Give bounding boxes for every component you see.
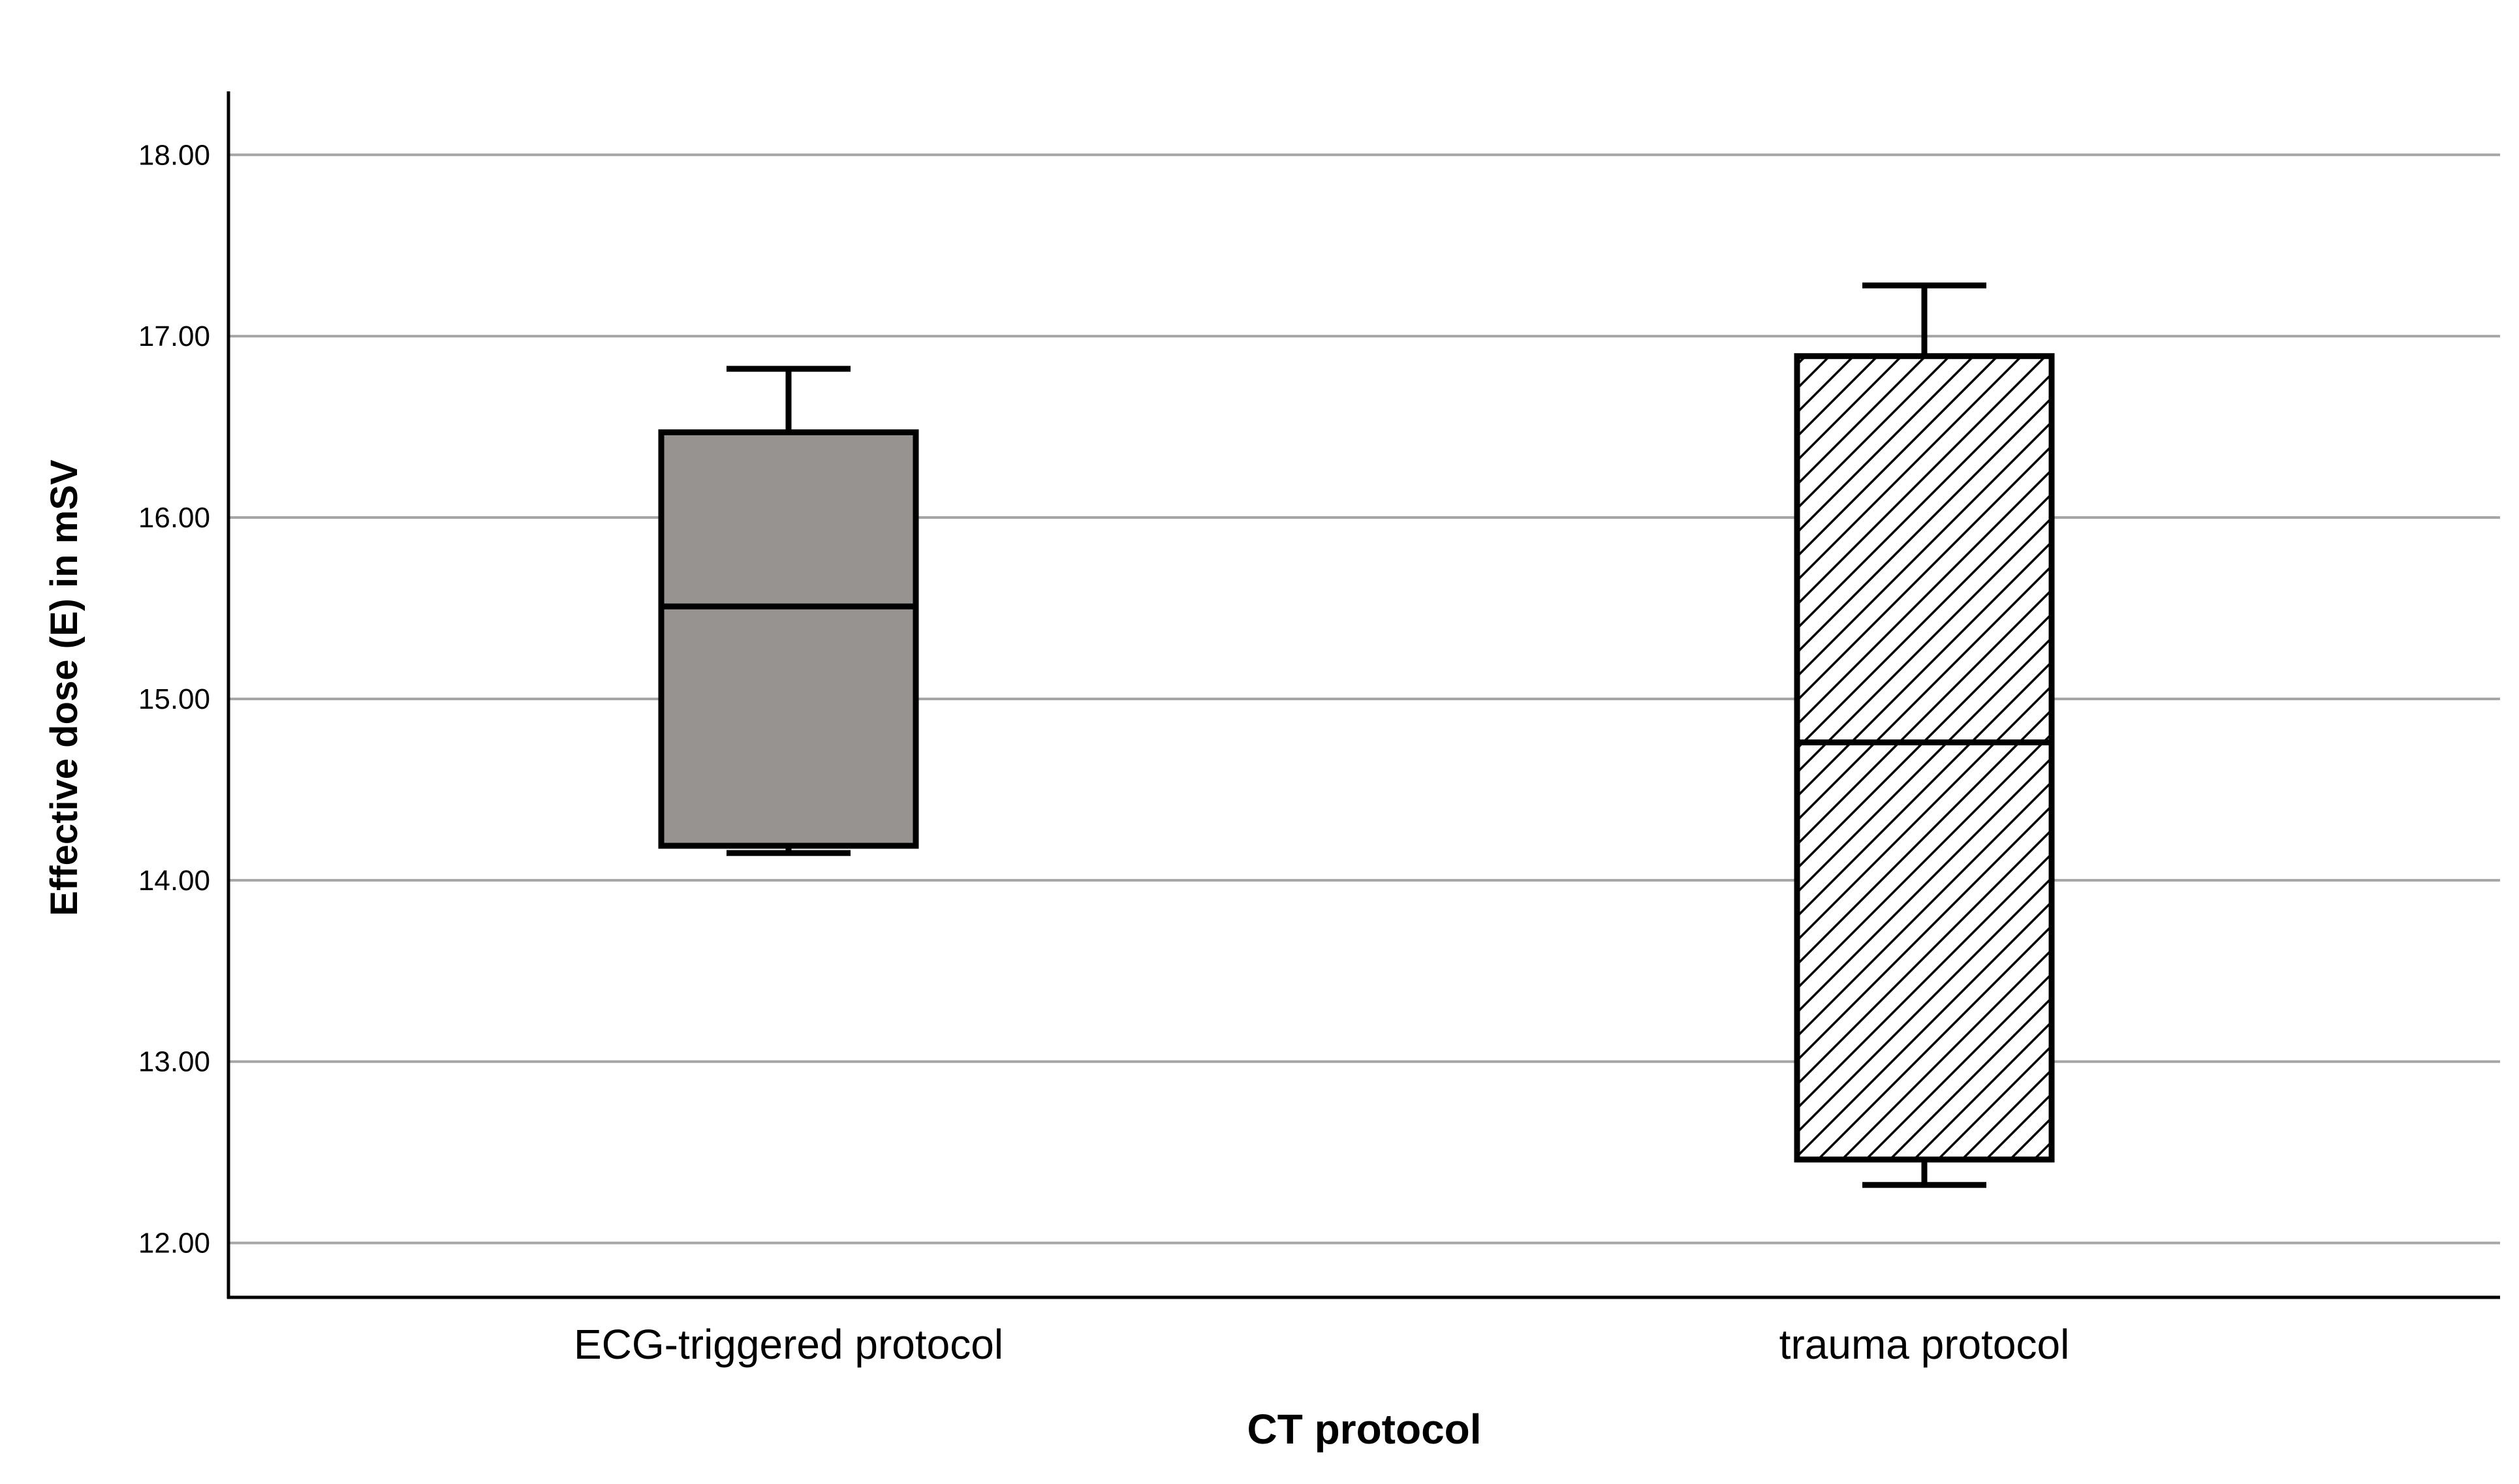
x-tick-labels: ECG-triggered protocol trauma protocol: [574, 1321, 2069, 1368]
y-tick-label: 12.00: [138, 1228, 210, 1260]
y-tick-label: 17.00: [138, 320, 210, 352]
iqr-box: [1794, 353, 2055, 1163]
x-tick-label: ECG-triggered protocol: [574, 1321, 1003, 1368]
y-tick-label: 13.00: [138, 1046, 210, 1078]
y-axis-title: Effective dose (E) in mSV: [43, 459, 86, 916]
box-1: [658, 365, 919, 856]
x-tick-label: trauma protocol: [1779, 1321, 2070, 1368]
y-tick-label: 14.00: [138, 865, 210, 897]
gridlines: [228, 153, 2500, 1244]
y-tick-label: 16.00: [138, 502, 210, 534]
y-tick-label: 15.00: [138, 683, 210, 715]
axes: [227, 91, 2500, 1299]
x-axis-title: CT protocol: [1247, 1406, 1481, 1453]
y-tick-labels: 12.00 13.00 14.00 15.00 16.00 17.00 18.00: [138, 139, 210, 1259]
boxes: [658, 282, 2055, 1188]
y-tick-label: 18.00: [138, 139, 210, 171]
iqr-box: [658, 429, 919, 849]
box-2: [1794, 282, 2055, 1188]
